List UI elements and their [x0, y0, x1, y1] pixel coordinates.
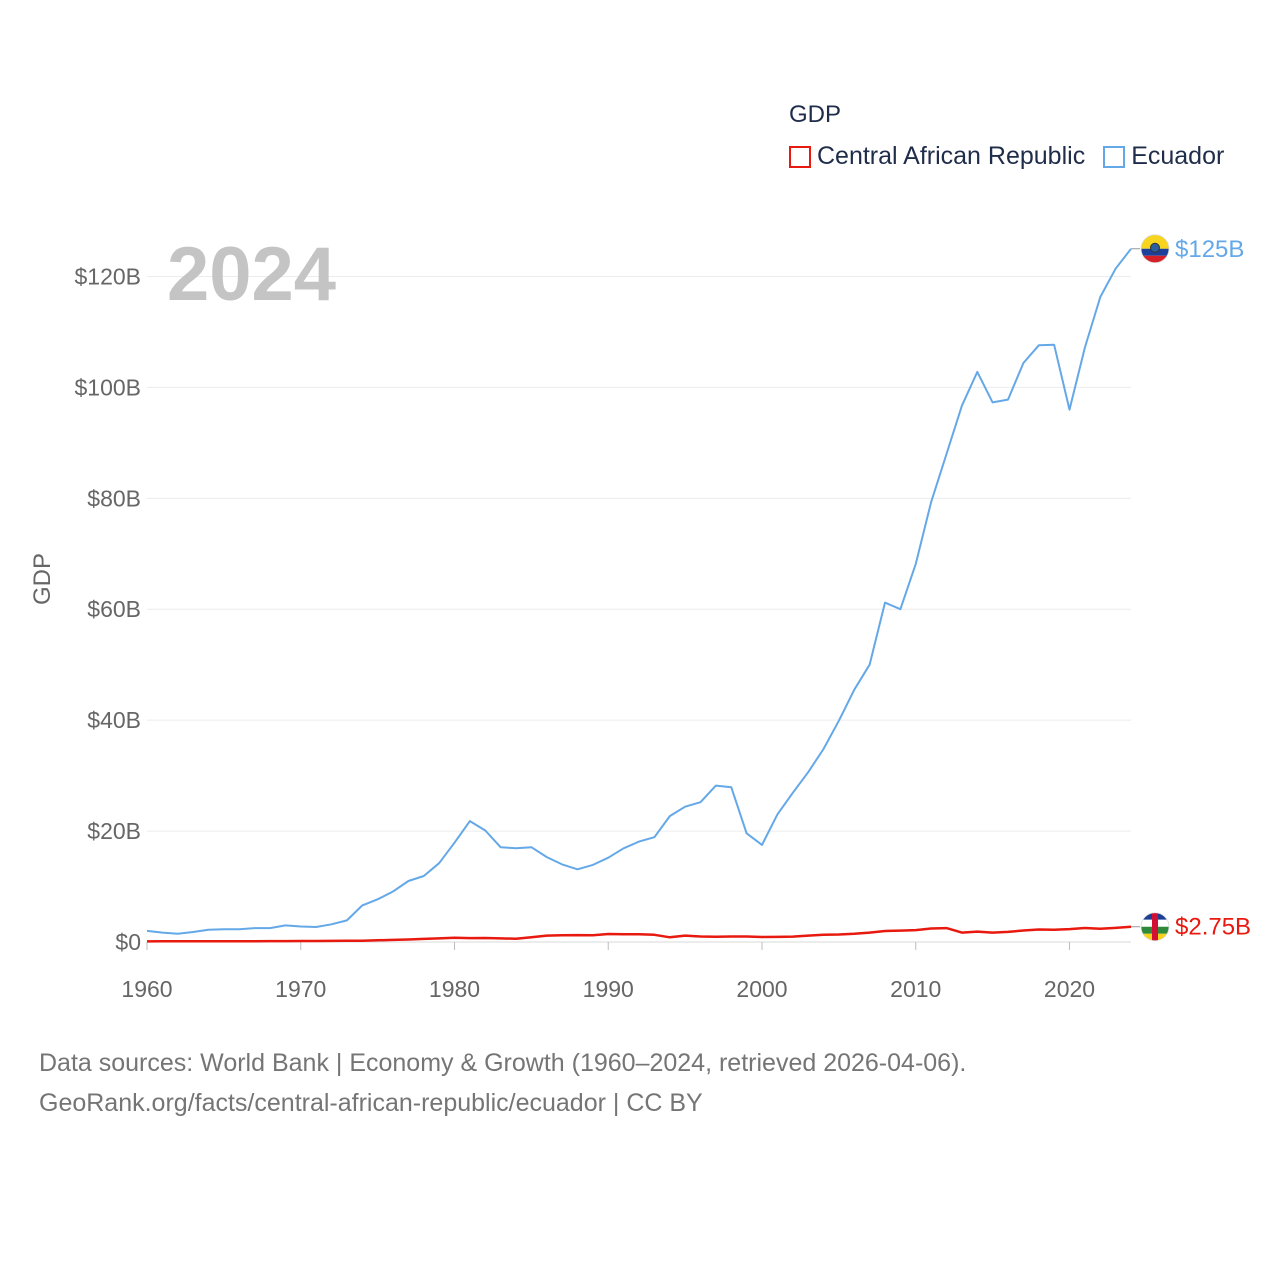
y-tick-label: $20B: [87, 818, 141, 844]
y-axis-label: GDP: [29, 553, 56, 605]
x-tick-label: 2010: [890, 976, 941, 1002]
y-tick-label: $60B: [87, 596, 141, 622]
series-end-markers: $2.75B $125B: [1131, 234, 1251, 942]
flag-icon-ecuador: [1140, 234, 1170, 264]
flag-icon-central-african-republic: [1140, 912, 1170, 942]
y-tick-label: $120B: [74, 263, 141, 289]
x-tick-label: 2000: [736, 976, 787, 1002]
x-tick-label: 2020: [1044, 976, 1095, 1002]
legend-swatch-ecuador: [1103, 145, 1126, 168]
legend-title: GDP: [789, 101, 842, 128]
footer: Data sources: World Bank | Economy & Gro…: [39, 1043, 966, 1123]
y-tick-label: $80B: [87, 485, 141, 511]
y-tick-label: $100B: [74, 374, 141, 400]
legend-item-ecuador[interactable]: Ecuador: [1103, 142, 1224, 171]
x-axis-ticks: 1960 1970 1980 1990 2000 2010 2020: [121, 942, 1095, 1002]
footer-sources: Data sources: World Bank | Economy & Gro…: [39, 1049, 967, 1077]
series-line-ecuador: [146, 248, 1132, 935]
x-tick-label: 1970: [275, 976, 326, 1002]
legend-item-central-african-republic[interactable]: Central African Republic: [789, 142, 1085, 171]
end-value-label-central-african-republic: $2.75B: [1175, 914, 1251, 941]
legend-label-ecuador: Ecuador: [1131, 142, 1225, 170]
y-tick-label: $40B: [87, 707, 141, 733]
series-line-central-african-republic: [146, 925, 1132, 943]
year-watermark: 2024: [167, 232, 336, 317]
series-lines: [146, 248, 1132, 943]
legend-swatch-car: [789, 145, 811, 168]
legend: Central African Republic Ecuador: [789, 142, 1242, 171]
x-tick-label: 1960: [121, 976, 172, 1002]
gridlines: [147, 275, 1131, 943]
footer-link[interactable]: GeoRank.org/facts/central-african-republ…: [39, 1089, 703, 1117]
y-tick-label: $0: [115, 929, 141, 955]
x-tick-label: 1980: [429, 976, 480, 1002]
y-axis-ticks: $0 $20B $40B $60B $80B $100B $120B: [74, 263, 141, 955]
x-tick-label: 1990: [583, 976, 634, 1002]
end-value-label-ecuador: $125B: [1175, 236, 1244, 263]
legend-label-car: Central African Republic: [817, 142, 1086, 170]
